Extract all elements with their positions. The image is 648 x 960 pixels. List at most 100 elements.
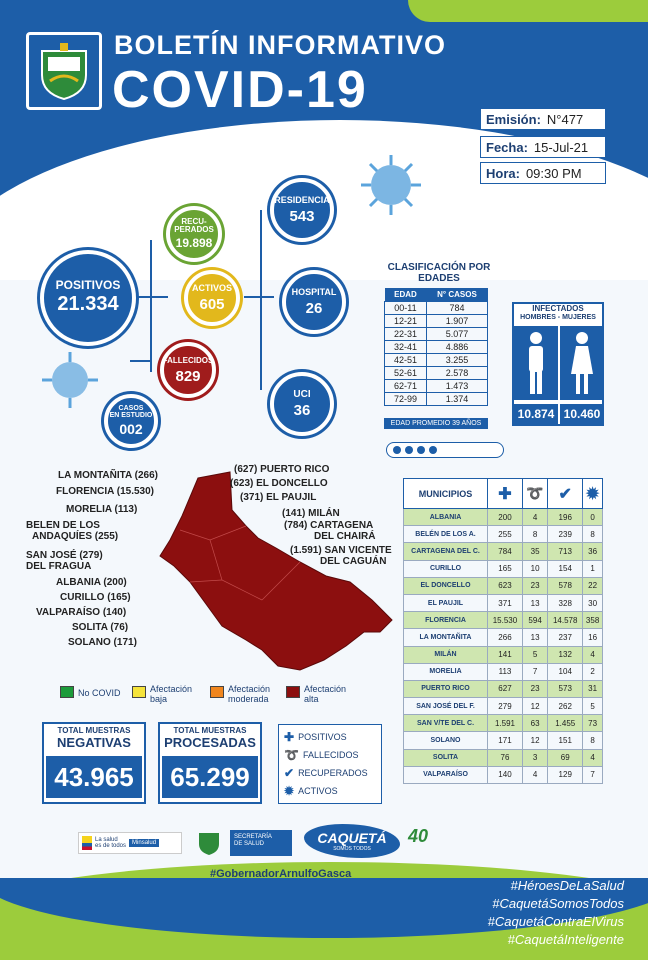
cell-fallecidos: 35 bbox=[521, 542, 549, 561]
table-row: SOLANO 171 12 151 8 bbox=[403, 731, 603, 750]
cell-fallecidos: 13 bbox=[521, 628, 549, 647]
table-row: CURILLO 165 10 154 1 bbox=[403, 559, 603, 578]
shield-small-icon bbox=[196, 830, 222, 856]
municipio-name: CURILLO bbox=[403, 559, 488, 578]
cell-positivos: 171 bbox=[487, 731, 523, 750]
municipio-name: MORELIA bbox=[403, 662, 488, 681]
connector-line bbox=[260, 210, 262, 390]
map-label-morelia: MORELIA (113) bbox=[66, 504, 138, 515]
key-fallecidos-label: FALLECIDOS bbox=[302, 750, 359, 760]
legend-alta-1: Afectación bbox=[304, 684, 347, 694]
recuperados-label-1: RECU- bbox=[181, 217, 207, 226]
age-average: EDAD PROMEDIO 39 AÑOS bbox=[384, 418, 488, 429]
connector-line bbox=[150, 240, 152, 372]
emision-box: Emisión: N°477 bbox=[480, 108, 606, 130]
activos-label: ACTIVOS bbox=[191, 283, 232, 293]
cell-fallecidos: 4 bbox=[521, 765, 549, 785]
table-row: ALBANIA 200 4 196 0 bbox=[403, 507, 603, 527]
icon-key-box bbox=[278, 724, 382, 804]
map-label-san-vicente-2: DEL CAGUÁN bbox=[320, 556, 387, 567]
residencia-label: RESIDENCIA bbox=[274, 195, 330, 205]
youtube-icon[interactable] bbox=[429, 446, 437, 454]
table-row: VALPARAÍSO 140 4 129 7 bbox=[403, 765, 603, 785]
social-links bbox=[386, 442, 504, 458]
age-count: 1.374 bbox=[425, 392, 489, 406]
cell-recuperados: 262 bbox=[547, 697, 584, 716]
table-row: LA MONTAÑITA 266 13 237 16 bbox=[403, 628, 603, 647]
secretaria-text-2: DE SALUD bbox=[234, 841, 265, 847]
infectados-title: INFECTADOS bbox=[532, 304, 584, 313]
age-cell: 32-41 bbox=[384, 340, 427, 354]
cell-recuperados: 104 bbox=[547, 662, 584, 681]
table-row: BELÉN DE LOS A. 255 8 239 8 bbox=[403, 525, 603, 544]
table-row: FLORENCIA 15.530 594 14.578 358 bbox=[403, 611, 603, 630]
facebook-icon[interactable] bbox=[405, 446, 413, 454]
municipio-name: EL PAUJIL bbox=[403, 593, 488, 613]
hashtag-contra-virus: #CaquetáContraElVirus bbox=[487, 914, 624, 929]
cell-recuperados: 14.578 bbox=[547, 611, 584, 630]
municipio-name: CARTAGENA DEL C. bbox=[403, 542, 488, 561]
age-cell: 12-21 bbox=[384, 314, 427, 328]
cell-activos: 22 bbox=[582, 576, 603, 595]
table-row: 22-31 5.077 bbox=[384, 327, 489, 341]
instagram-icon[interactable] bbox=[393, 446, 401, 454]
map-label-el-paujil: (371) EL PAUJIL bbox=[240, 492, 317, 503]
map-label-solita: SOLITA (76) bbox=[72, 622, 129, 633]
residencia-value: 543 bbox=[289, 208, 315, 225]
age-count: 4.886 bbox=[425, 340, 489, 354]
map-label-belen-2: ANDAQUÍES (255) bbox=[32, 531, 119, 542]
positivos-label: POSITIVOS bbox=[55, 278, 121, 292]
negativas-value: 43.965 bbox=[46, 756, 142, 798]
cell-fallecidos: 594 bbox=[521, 611, 549, 630]
cell-fallecidos: 7 bbox=[521, 662, 549, 681]
table-row: 42-51 3.255 bbox=[384, 353, 489, 367]
casos-estudio-bubble: CASOS EN ESTUDIO 002 bbox=[104, 394, 158, 448]
cell-recuperados: 328 bbox=[547, 593, 584, 613]
cell-activos: 31 bbox=[582, 679, 603, 699]
minsalud-text-1: La salud bbox=[95, 837, 118, 843]
table-row: SAN V/TE DEL C. 1.591 63 1.455 73 bbox=[403, 714, 603, 733]
legend-moderada-1: Afectación bbox=[228, 684, 271, 694]
mujeres-value: 10.460 bbox=[560, 404, 604, 424]
uci-label: UCI bbox=[293, 389, 311, 400]
key-activos-label: ACTIVOS bbox=[298, 786, 338, 796]
fecha-box: Fecha: 15-Jul-21 bbox=[480, 136, 606, 158]
age-cell: 62-71 bbox=[384, 379, 427, 393]
legend-moderada-2: moderada bbox=[228, 694, 269, 704]
municipio-name: SAN V/TE DEL C. bbox=[403, 714, 488, 733]
age-cell: 72-99 bbox=[384, 392, 427, 406]
minsalud-text-3: Minsalud bbox=[129, 839, 160, 847]
map-label-solano: SOLANO (171) bbox=[68, 637, 137, 648]
male-icon bbox=[529, 332, 543, 394]
twitter-icon[interactable] bbox=[417, 446, 425, 454]
legend-alta-2: alta bbox=[304, 694, 319, 704]
age-count: 3.255 bbox=[425, 353, 489, 367]
ribbon-icon: ➰ bbox=[526, 485, 544, 501]
legend-baja-2: baja bbox=[150, 694, 168, 704]
municipio-name: BELÉN DE LOS A. bbox=[403, 525, 488, 544]
cell-activos: 1 bbox=[582, 559, 603, 578]
connector-line bbox=[244, 296, 274, 298]
cell-positivos: 371 bbox=[487, 593, 523, 613]
map-label-belen-1: BELEN DE LOS bbox=[26, 520, 100, 531]
cell-activos: 0 bbox=[582, 507, 603, 527]
municipio-name: FLORENCIA bbox=[403, 611, 488, 630]
cell-fallecidos: 10 bbox=[521, 559, 549, 578]
cell-recuperados: 132 bbox=[547, 645, 584, 664]
connector-line bbox=[120, 296, 168, 298]
cell-recuperados: 713 bbox=[547, 542, 584, 561]
map-label-puerto-rico: (627) PUERTO RICO bbox=[234, 464, 330, 475]
ribbon-icon: ➰ bbox=[284, 748, 299, 762]
municipio-name: VALPARAÍSO bbox=[403, 765, 488, 785]
key-fallecidos: ➰ FALLECIDOS bbox=[284, 748, 358, 762]
cell-fallecidos: 13 bbox=[521, 593, 549, 613]
cell-fallecidos: 23 bbox=[521, 679, 549, 699]
negativas-label-1: TOTAL MUESTRAS bbox=[57, 726, 131, 735]
header-green-strip bbox=[408, 0, 648, 22]
cell-activos: 16 bbox=[582, 628, 603, 647]
hashtag-somos-todos: #CaquetáSomosTodos bbox=[492, 896, 624, 911]
table-row: PUERTO RICO 627 23 573 31 bbox=[403, 679, 603, 699]
fecha-label: Fecha: bbox=[486, 139, 528, 155]
cell-recuperados: 578 bbox=[547, 576, 584, 595]
age-cell: 00-11 bbox=[384, 301, 427, 315]
